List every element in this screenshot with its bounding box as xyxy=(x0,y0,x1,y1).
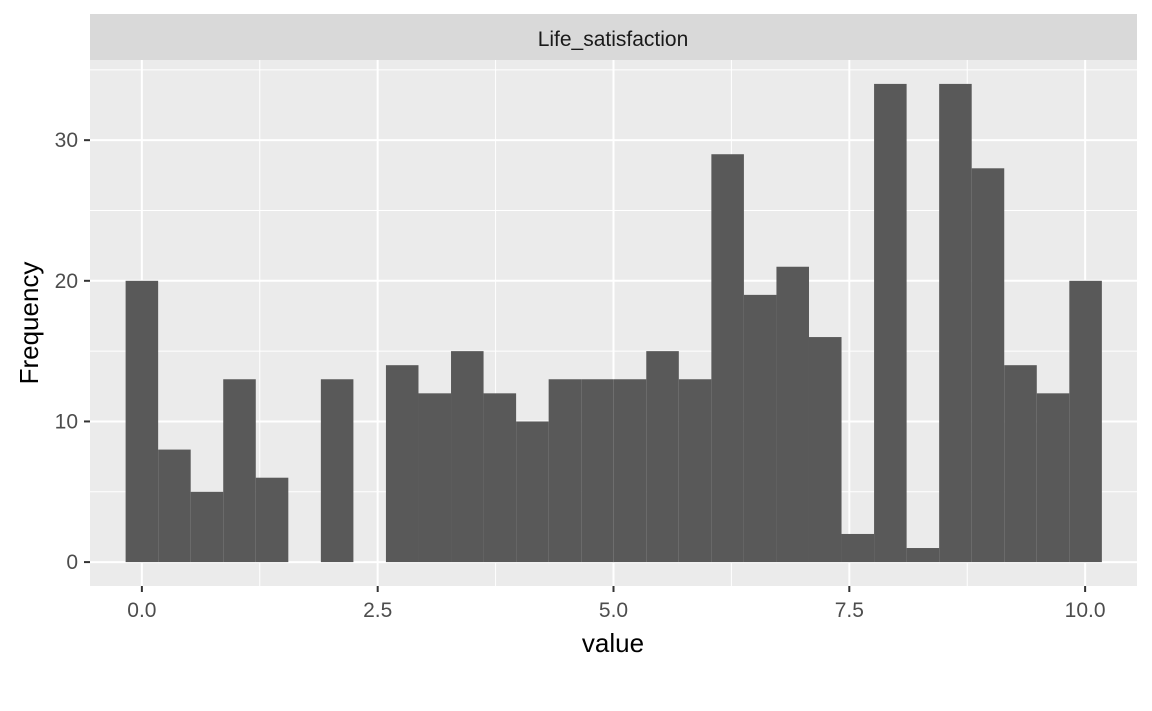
histogram-bar xyxy=(125,280,159,563)
histogram-bar xyxy=(516,421,549,563)
y-tick-label: 30 xyxy=(55,129,78,152)
histogram-bar xyxy=(190,491,224,563)
x-tick-label: 5.0 xyxy=(599,599,628,622)
x-tick-label: 10.0 xyxy=(1065,599,1106,622)
histogram-bar xyxy=(223,379,256,563)
histogram-bar xyxy=(906,548,940,563)
x-tick-label: 0.0 xyxy=(127,599,156,622)
histogram-bar xyxy=(776,266,809,563)
facet-strip-label: Life_satisfaction xyxy=(538,28,689,51)
histogram-bar xyxy=(581,379,614,563)
histogram-bar xyxy=(1069,280,1102,563)
histogram-bar xyxy=(255,477,289,563)
histogram-bar xyxy=(971,168,1005,563)
histogram-bar xyxy=(158,449,191,563)
histogram-bar xyxy=(385,365,419,563)
histogram-bar xyxy=(841,533,875,563)
y-tick-label: 20 xyxy=(55,270,78,293)
histogram-bar xyxy=(418,393,452,563)
histogram-bar xyxy=(646,351,679,563)
histogram-bar xyxy=(451,351,484,563)
histogram-bar xyxy=(678,379,712,563)
histogram-bar xyxy=(1004,365,1037,563)
y-tick-label: 10 xyxy=(55,410,78,433)
histogram-bar xyxy=(320,379,354,563)
x-tick-label: 2.5 xyxy=(363,599,392,622)
y-tick-label: 0 xyxy=(66,551,78,574)
histogram-bar xyxy=(808,337,842,563)
histogram-bar xyxy=(548,379,582,563)
histogram-bar xyxy=(874,83,907,563)
histogram-bar xyxy=(1036,393,1070,563)
y-axis-title: Frequency xyxy=(14,262,44,385)
histogram-bar xyxy=(743,294,777,563)
histogram-bar xyxy=(711,154,744,563)
histogram-bar xyxy=(613,379,647,563)
x-tick-label: 7.5 xyxy=(835,599,864,622)
y-axis: 0 10 20 30 xyxy=(55,129,90,574)
histogram-bar xyxy=(939,83,972,563)
x-axis-title: value xyxy=(582,628,644,658)
histogram-bar xyxy=(483,393,517,563)
x-axis: 0.0 2.5 5.0 7.5 10.0 xyxy=(127,586,1106,622)
histogram-bars xyxy=(125,83,1102,563)
facet-strip xyxy=(90,14,1137,60)
